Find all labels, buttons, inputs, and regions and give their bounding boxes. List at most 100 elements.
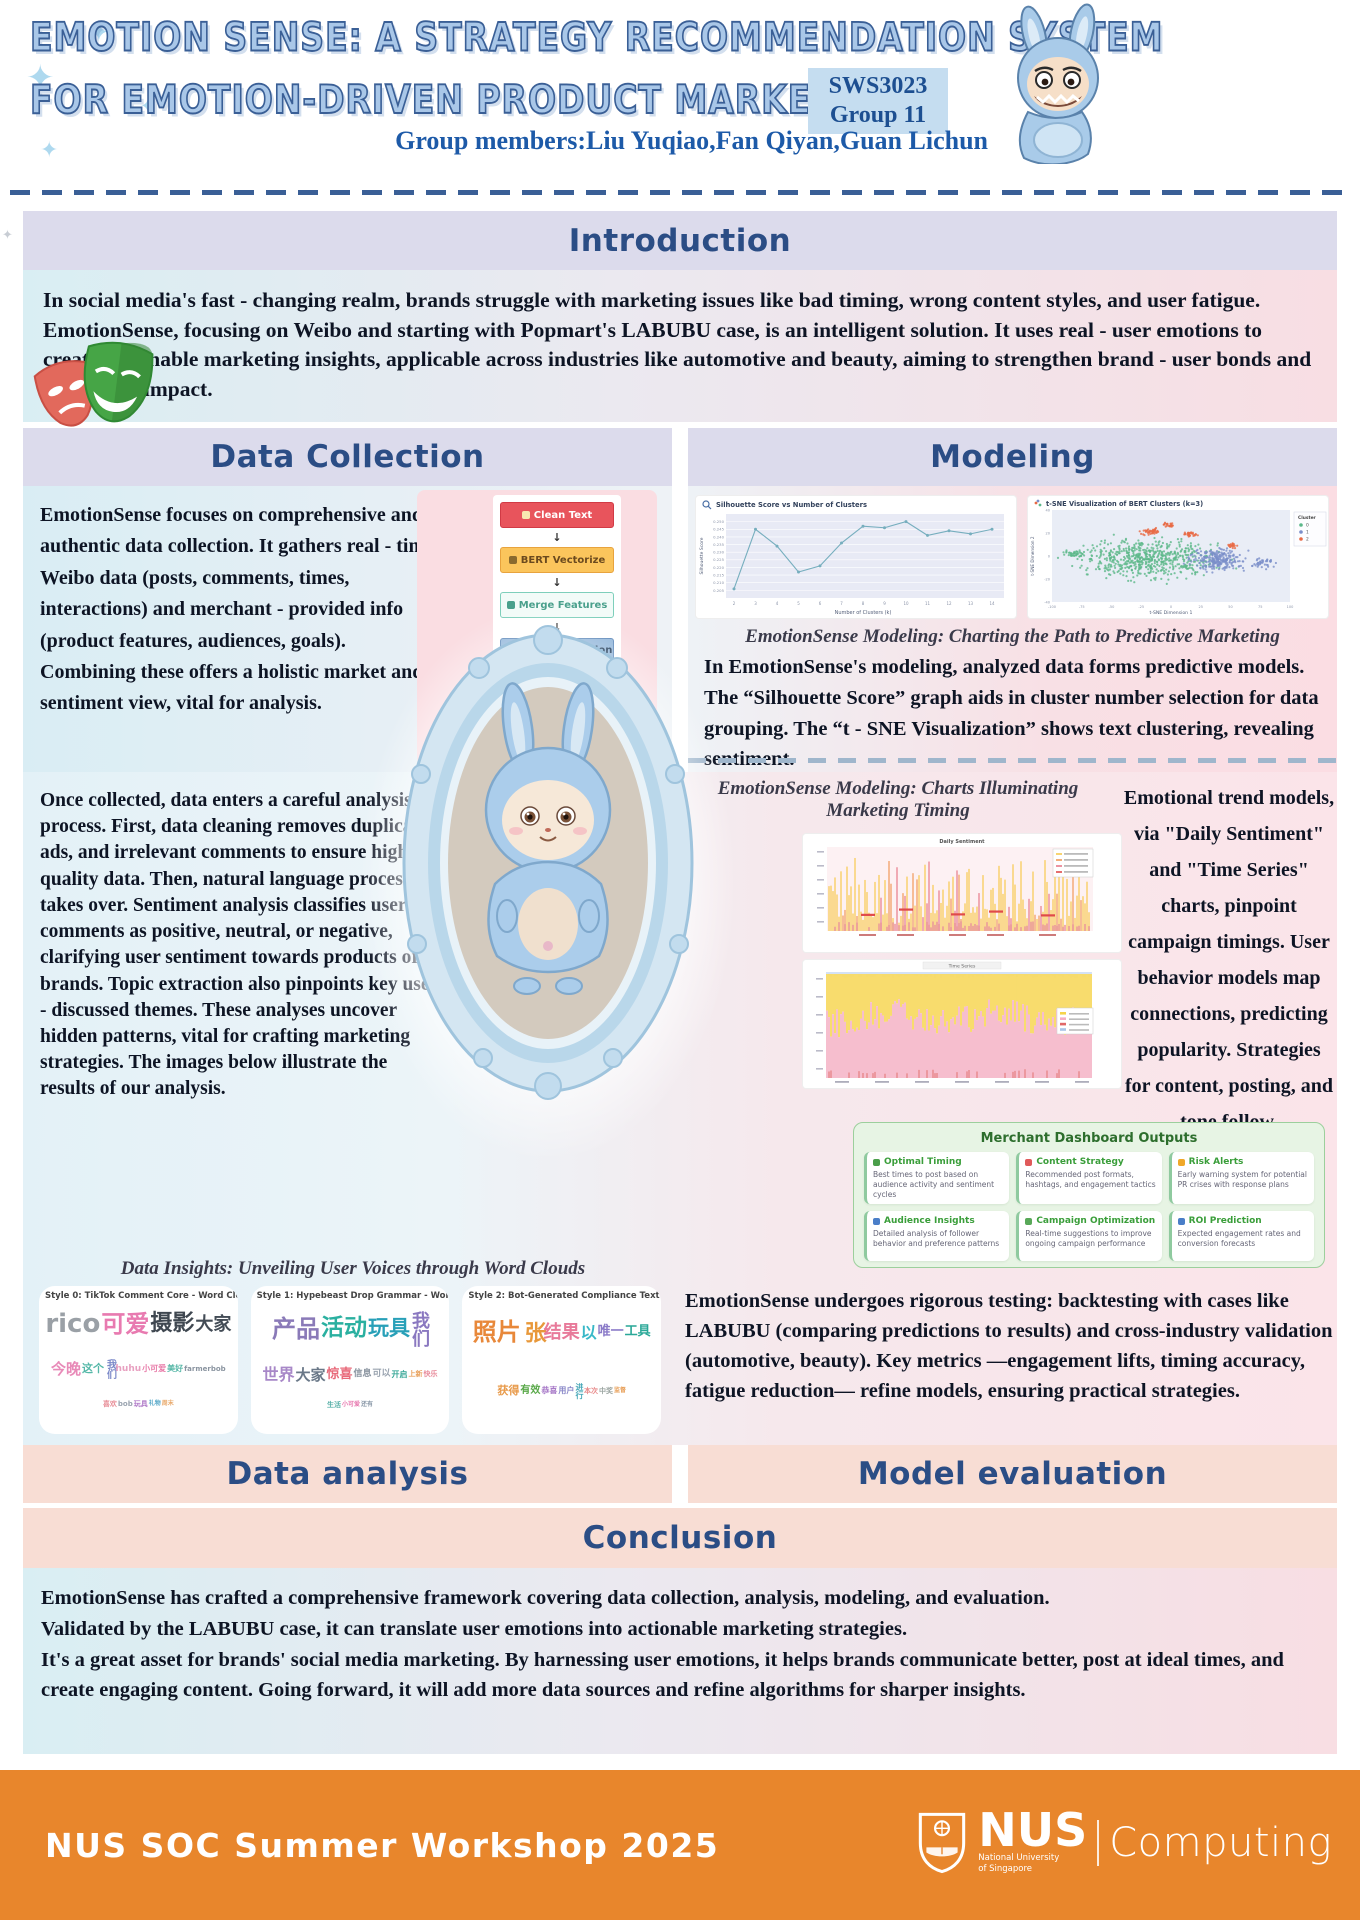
nus-text: NUS [978,1803,1088,1858]
svg-text:13: 13 [968,601,974,606]
svg-text:12: 12 [946,601,952,606]
middle-section: Once collected, data enters a careful an… [23,610,1337,1445]
data-analysis-header-band: Data analysis [23,1445,672,1503]
poster-title-line2: for Emotion-driven Product Marketing [29,76,905,124]
svg-text:10: 10 [903,601,909,606]
data-collection-header-band: Data Collection [23,428,672,486]
conclusion-line-2: Validated by the LABUBU case, it can tra… [41,1617,908,1640]
svg-text:0: 0 [1170,605,1172,609]
svg-text:100: 100 [1287,605,1294,609]
svg-text:Cluster: Cluster [1298,515,1317,521]
sparkle-icon: ✦ [26,58,55,98]
time-series-chart: Time Series [816,961,1094,1083]
dashboard-card-optimal-timing: Optimal Timing Best times to post based o… [864,1152,1010,1205]
timing-side-text: Emotional trend models, via "Daily Senti… [1123,787,1335,1133]
data-collection-title: Data Collection [210,439,485,475]
svg-text:7: 7 [840,601,843,606]
clean-text-icon [521,511,530,519]
svg-text:-40: -40 [1044,600,1050,604]
svg-text:-50: -50 [1109,605,1115,609]
sparkle-icon: ✦ [40,138,59,163]
introduction-body: In social media's fast - changing realm,… [23,270,1337,422]
svg-text:0.250: 0.250 [713,519,724,524]
svg-text:2: 2 [733,601,736,606]
svg-text:-25: -25 [1138,605,1144,609]
svg-text:Daily Sentiment: Daily Sentiment [939,839,985,845]
svg-text:t-SNE Dimension 2: t-SNE Dimension 2 [1030,536,1035,576]
svg-text:t-SNE Visualization of BERT Cl: t-SNE Visualization of BERT Clusters (k=… [1046,500,1203,508]
svg-text:0.230: 0.230 [713,550,724,555]
svg-text:0.240: 0.240 [713,534,724,539]
svg-text:75: 75 [1258,605,1262,609]
svg-text:11: 11 [925,601,931,606]
svg-text:14: 14 [989,601,995,606]
roi-icon [1177,1217,1185,1225]
svg-text:40: 40 [1046,508,1050,512]
silhouette-line-chart: Silhouette Score vs Number of Clusters 0.… [699,500,1004,616]
svg-text:50: 50 [1228,605,1232,609]
nus-wordmark: NUS National University of Singapore [978,1803,1088,1875]
dashboard-card-risk-alerts: Risk Alerts Early warning system for pote… [1168,1152,1314,1205]
merchant-dashboard-title: Merchant Dashboard Outputs [980,1131,1198,1146]
section-divider [688,758,1337,763]
tsne-scatter-chart: t-SNE Visualization of BERT Clusters (k=… [1030,499,1327,616]
svg-text:0.205: 0.205 [713,588,724,593]
sparkle-icon: ✦ [2,228,13,243]
svg-text:6: 6 [819,601,822,606]
svg-text:-20: -20 [1044,577,1050,581]
workshop-title: NUS SOC Summer Workshop 2025 [45,1826,720,1865]
model-evaluation-header-band: Model evaluation [688,1445,1337,1503]
dashboard-card-content-strategy: Content Strategy Recommended post formats… [1016,1152,1162,1205]
svg-text:9: 9 [883,601,886,606]
svg-text:Time Series: Time Series [948,963,976,969]
nus-subtext: National University of Singapore [978,1853,1060,1875]
model-evaluation-text: EmotionSense undergoes rigorous testing:… [685,1290,1333,1403]
svg-text:2: 2 [1306,537,1309,543]
dashboard-card-audience-insights: Audience Insights Detailed analysis of fo… [864,1211,1010,1262]
svg-text:0.225: 0.225 [713,557,724,562]
svg-text:8: 8 [862,601,865,606]
flow-arrow-icon: ↓ [552,575,562,589]
svg-text:3: 3 [754,601,757,606]
data-analysis-title: Data analysis [226,1456,469,1492]
labubu-mirror-illustration [402,625,694,1100]
footer: NUS SOC Summer Workshop 2025 NUS Nationa… [0,1770,1360,1920]
course-code: SWS3023 [828,73,928,100]
header-divider [10,190,1350,195]
data-collection-text: EmotionSense focuses on comprehensive an… [40,504,434,715]
wordclouds-caption: Data Insights: Unveiling User Voices thr… [120,1258,586,1279]
modeling-text: In EmotionSense's modeling, analyzed dat… [704,656,1319,770]
nus-computing-logo: NUS National University of Singapore Com… [916,1803,1332,1876]
svg-text:t-SNE Dimension 1: t-SNE Dimension 1 [1150,610,1193,616]
timing-icon [873,1158,880,1166]
svg-text:0.210: 0.210 [713,580,724,585]
svg-text:Silhouette Score: Silhouette Score [699,537,705,574]
svg-text:20: 20 [1046,531,1050,535]
introduction-title: Introduction [568,222,792,259]
merchant-dashboard-panel: Merchant Dashboard Outputs Optimal Timin… [853,1122,1325,1268]
svg-text:-75: -75 [1079,605,1085,609]
wordcloud-card: Style 2: Bot-Generated Compliance Text -… [462,1286,662,1434]
computing-text: Computing [1109,1820,1332,1866]
labubu-mascot-illustration [1017,3,1099,164]
content-icon [1025,1158,1033,1166]
sparkle-icon: ✦ [88,18,110,48]
svg-text:Number of Clusters (k): Number of Clusters (k) [835,610,892,616]
group-number: Group 11 [829,102,927,128]
alert-icon [1177,1158,1185,1166]
poster-title: Emotion Sense: A Strategy Recommendation… [29,13,1163,124]
svg-text:0.220: 0.220 [713,565,724,570]
course-badge: SWS3023 Group 11 [808,68,948,134]
svg-text:Silhouette Score vs Number of: Silhouette Score vs Number of Clusters [716,501,867,509]
silhouette-chart-panel: Silhouette Score vs Number of Clusters 0.… [696,496,1016,618]
svg-text:1: 1 [1306,530,1309,536]
daily-sentiment-chart: Daily Sentiment [817,839,1094,936]
svg-text:0: 0 [1306,523,1309,529]
sparkle-icon: ✦ [140,96,156,117]
conclusion-line-1: EmotionSense has crafted a comprehensive… [41,1587,1050,1609]
svg-text:0.245: 0.245 [713,527,724,532]
wordcloud-card: Style 0: TikTok Comment Core - Word Clou… [39,1286,238,1434]
modeling-header-band: Modeling [688,428,1337,486]
flow-arrow-icon: ↓ [552,530,562,544]
